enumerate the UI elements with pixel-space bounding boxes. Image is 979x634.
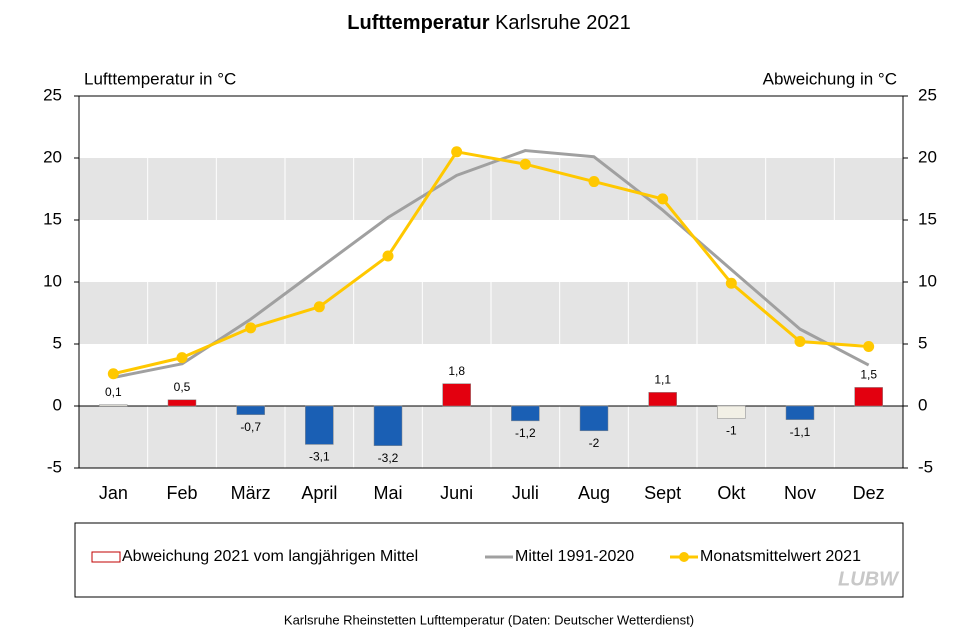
legend-label: Abweichung 2021 vom langjährigen Mittel bbox=[122, 548, 418, 565]
bar bbox=[442, 383, 471, 407]
bar bbox=[648, 392, 677, 407]
data-label: 0,1 bbox=[105, 385, 122, 399]
data-label: 0,5 bbox=[174, 380, 191, 394]
title-rest: Karlsruhe 2021 bbox=[495, 12, 631, 34]
x-tick-label: Aug bbox=[578, 483, 610, 503]
x-tick-label: April bbox=[301, 483, 337, 503]
y-tick-label: 15 bbox=[43, 209, 62, 228]
x-tick-label: Juli bbox=[512, 483, 539, 503]
data-label: 1,5 bbox=[860, 368, 877, 382]
bar bbox=[579, 405, 609, 432]
marker bbox=[588, 176, 600, 188]
data-label: 1,8 bbox=[448, 364, 465, 378]
logo: LUBW bbox=[838, 568, 900, 590]
bar bbox=[717, 405, 746, 419]
bar bbox=[854, 387, 883, 407]
y-tick-label: 5 bbox=[53, 333, 62, 352]
y2-axis-title: Abweichung in °C bbox=[763, 69, 897, 88]
marker bbox=[245, 322, 257, 334]
plot-frame bbox=[78, 95, 904, 469]
marker bbox=[794, 336, 806, 348]
data-label: -1,1 bbox=[790, 425, 811, 439]
legend-label: Mittel 1991-2020 bbox=[515, 548, 634, 565]
data-label: 1,1 bbox=[654, 373, 671, 387]
legend-swatch bbox=[91, 551, 121, 563]
chart-title: Lufttemperatur Karlsruhe 2021 bbox=[347, 12, 630, 34]
data-label: -3,1 bbox=[309, 450, 330, 464]
marker bbox=[519, 158, 531, 170]
x-tick-label: März bbox=[231, 483, 271, 503]
line bbox=[113, 149, 870, 379]
x-tick-label: Nov bbox=[784, 483, 816, 503]
marker bbox=[657, 193, 669, 205]
legend-box bbox=[74, 522, 904, 598]
x-tick-label: Feb bbox=[166, 483, 197, 503]
y2-tick-label: 5 bbox=[918, 333, 927, 352]
x-tick-label: Mai bbox=[373, 483, 402, 503]
bar bbox=[511, 405, 540, 422]
data-label: -3,2 bbox=[378, 451, 399, 465]
y-tick-label: 25 bbox=[43, 85, 62, 104]
bar bbox=[99, 404, 128, 407]
y-tick-label: -5 bbox=[47, 457, 62, 476]
y-axis-title: Lufttemperatur in °C bbox=[84, 69, 236, 88]
y2-tick-label: 15 bbox=[918, 209, 937, 228]
y2-tick-label: 20 bbox=[918, 147, 937, 166]
plot-area bbox=[74, 95, 908, 469]
marker bbox=[863, 340, 875, 352]
x-tick-label: Dez bbox=[853, 483, 885, 503]
data-label: -1,2 bbox=[515, 426, 536, 440]
line bbox=[112, 150, 869, 376]
x-tick-label: Jan bbox=[99, 483, 128, 503]
marker bbox=[451, 146, 463, 158]
bar bbox=[785, 405, 815, 420]
data-label: -1 bbox=[726, 424, 737, 438]
marker bbox=[313, 301, 325, 313]
y2-tick-label: 0 bbox=[918, 395, 927, 414]
legend: Abweichung 2021 vom langjährigen Mittel M… bbox=[91, 548, 861, 565]
data-label: -2 bbox=[589, 436, 600, 450]
bar bbox=[236, 405, 265, 415]
bar bbox=[167, 399, 197, 407]
y-tick-label: 20 bbox=[43, 147, 62, 166]
x-tick-label: Juni bbox=[440, 483, 473, 503]
bar bbox=[305, 405, 334, 445]
y2-tick-label: -5 bbox=[918, 457, 933, 476]
marker bbox=[382, 250, 394, 262]
y-tick-label: 10 bbox=[43, 271, 62, 290]
x-tick-label: Okt bbox=[717, 483, 745, 503]
bar bbox=[373, 405, 403, 446]
footer: Karlsruhe Rheinstetten Lufttemperatur (D… bbox=[284, 612, 694, 627]
marker bbox=[725, 277, 737, 289]
title-bold: Lufttemperatur bbox=[347, 12, 489, 34]
y2-tick-label: 25 bbox=[918, 85, 937, 104]
y-tick-label: 0 bbox=[53, 395, 62, 414]
marker bbox=[176, 352, 188, 364]
marker bbox=[107, 368, 119, 380]
data-label: -0,7 bbox=[240, 420, 261, 434]
legend-marker bbox=[679, 552, 689, 562]
legend-label: Monatsmittelwert 2021 bbox=[700, 548, 861, 565]
y2-tick-label: 10 bbox=[918, 271, 937, 290]
x-tick-label: Sept bbox=[644, 483, 681, 503]
